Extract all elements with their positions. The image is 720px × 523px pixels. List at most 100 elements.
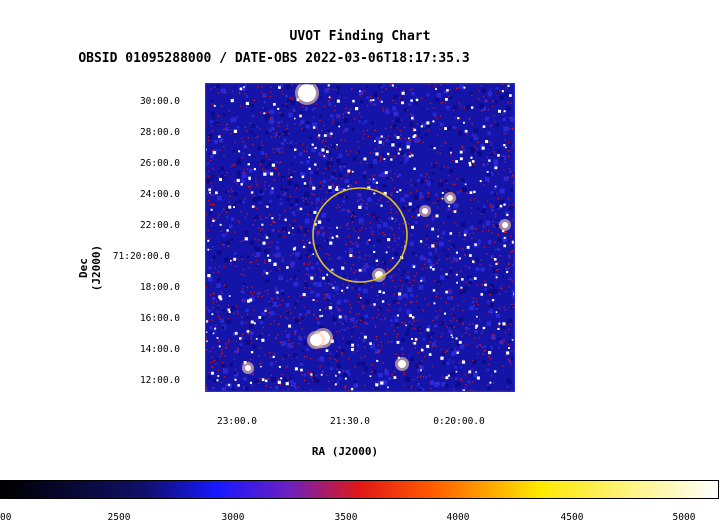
- noise-pixel: [504, 339, 505, 340]
- noise-pixel: [462, 248, 463, 249]
- noise-pixel: [240, 211, 241, 212]
- noise-pixel: [220, 298, 223, 301]
- noise-pixel: [433, 164, 437, 168]
- noise-pixel: [431, 163, 432, 164]
- noise-pixel: [227, 229, 229, 231]
- noise-pixel: [461, 287, 463, 289]
- noise-pixel: [335, 323, 336, 324]
- noise-pixel: [358, 302, 359, 303]
- noise-pixel: [411, 386, 412, 387]
- noise-pixel: [213, 272, 214, 273]
- noise-pixel: [359, 319, 360, 320]
- noise-pixel: [430, 103, 431, 104]
- noise-pixel: [432, 268, 435, 271]
- noise-pixel: [266, 156, 267, 157]
- noise-pixel: [282, 151, 283, 152]
- noise-pixel: [339, 97, 340, 98]
- noise-pixel: [306, 273, 307, 274]
- noise-pixel: [211, 112, 215, 116]
- noise-pixel: [498, 219, 500, 221]
- noise-pixel: [283, 138, 286, 141]
- noise-pixel: [482, 88, 486, 92]
- noise-pixel: [389, 246, 390, 247]
- noise-pixel: [299, 124, 300, 125]
- noise-pixel: [322, 371, 323, 372]
- noise-pixel: [324, 106, 325, 107]
- noise-pixel: [471, 95, 472, 96]
- noise-pixel: [462, 322, 463, 323]
- noise-pixel: [414, 276, 415, 277]
- noise-pixel: [392, 280, 393, 281]
- noise-pixel: [273, 254, 274, 255]
- noise-pixel: [275, 386, 279, 390]
- noise-pixel: [285, 192, 286, 193]
- noise-pixel: [258, 239, 259, 240]
- noise-pixel: [265, 354, 266, 355]
- noise-pixel: [267, 289, 268, 290]
- noise-pixel: [337, 100, 340, 103]
- noise-pixel: [255, 220, 256, 221]
- noise-pixel: [275, 337, 276, 338]
- noise-pixel: [386, 108, 387, 109]
- noise-pixel: [409, 282, 410, 283]
- noise-pixel: [394, 156, 395, 157]
- noise-pixel: [448, 209, 449, 210]
- noise-pixel: [450, 89, 451, 90]
- noise-pixel: [321, 130, 322, 131]
- noise-pixel: [447, 351, 448, 352]
- noise-pixel: [502, 366, 503, 367]
- noise-pixel: [357, 193, 358, 194]
- noise-pixel: [426, 173, 427, 174]
- noise-pixel: [338, 116, 339, 117]
- noise-pixel: [362, 305, 363, 306]
- noise-pixel: [433, 264, 434, 265]
- noise-pixel: [213, 194, 214, 195]
- noise-pixel: [217, 250, 222, 255]
- noise-pixel: [391, 325, 392, 326]
- noise-pixel: [366, 85, 369, 88]
- noise-pixel: [208, 277, 213, 282]
- noise-pixel: [281, 260, 284, 263]
- noise-pixel: [316, 318, 317, 319]
- noise-pixel: [241, 180, 245, 184]
- noise-pixel: [376, 360, 378, 362]
- noise-pixel: [278, 379, 279, 380]
- noise-pixel: [365, 172, 366, 173]
- noise-pixel: [249, 324, 254, 329]
- noise-pixel: [358, 141, 359, 142]
- noise-pixel: [365, 322, 368, 325]
- noise-pixel: [461, 211, 463, 213]
- noise-pixel: [370, 375, 372, 377]
- noise-pixel: [210, 362, 211, 363]
- noise-pixel: [294, 282, 299, 287]
- noise-pixel: [324, 232, 325, 233]
- noise-pixel: [403, 372, 404, 373]
- noise-pixel: [500, 189, 505, 194]
- noise-pixel: [503, 204, 505, 206]
- noise-pixel: [510, 278, 512, 280]
- noise-pixel: [508, 359, 509, 360]
- star: [298, 84, 316, 102]
- noise-pixel: [391, 218, 393, 220]
- noise-pixel: [263, 107, 264, 108]
- noise-pixel: [239, 337, 242, 340]
- noise-pixel: [338, 256, 342, 260]
- noise-pixel: [453, 373, 456, 376]
- noise-pixel: [341, 349, 345, 353]
- noise-pixel: [441, 145, 442, 146]
- noise-pixel: [419, 285, 424, 290]
- noise-pixel: [408, 210, 409, 211]
- noise-pixel: [411, 234, 412, 235]
- noise-pixel: [466, 344, 467, 345]
- noise-pixel: [348, 358, 349, 359]
- noise-pixel: [310, 358, 311, 359]
- noise-pixel: [445, 291, 448, 294]
- noise-pixel: [421, 368, 422, 369]
- noise-pixel: [491, 125, 492, 126]
- noise-pixel: [385, 110, 390, 115]
- noise-pixel: [420, 174, 423, 177]
- noise-pixel: [417, 123, 418, 124]
- noise-pixel: [493, 339, 494, 340]
- noise-pixel: [282, 258, 283, 259]
- noise-pixel: [262, 229, 263, 230]
